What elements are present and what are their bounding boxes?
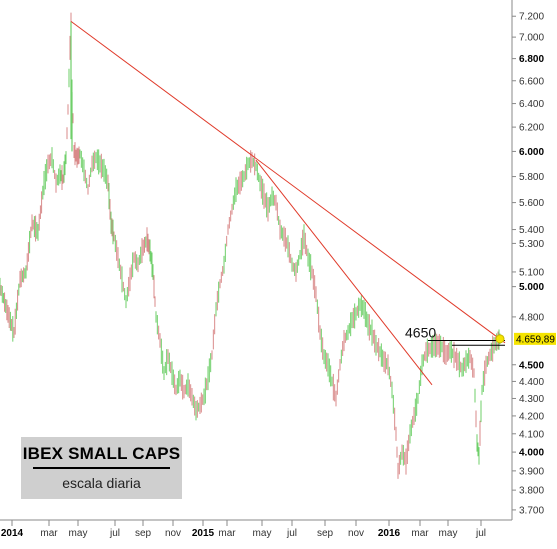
y-tick-label: 7.000 — [519, 33, 544, 44]
x-tick-label: mar — [218, 528, 236, 539]
y-tick-label: 5.100 — [519, 267, 544, 278]
x-tick-label: 2014 — [1, 528, 24, 539]
x-tick-label: may — [253, 528, 272, 539]
x-tick-label: sep — [135, 528, 152, 539]
y-tick-label: 3.700 — [519, 505, 544, 516]
series-layer — [0, 12, 501, 479]
y-tick-label: 3.900 — [519, 466, 544, 477]
y-tick-label: 6.000 — [519, 147, 544, 158]
x-tick-label: sep — [317, 528, 334, 539]
y-tick-label: 4.100 — [519, 429, 544, 440]
y-tick-label: 5.300 — [519, 239, 544, 250]
x-tick-label: jul — [475, 528, 486, 539]
y-tick-label: 4.500 — [519, 360, 544, 371]
last-price-dot — [495, 334, 505, 344]
y-tick-label: 4.800 — [519, 312, 544, 323]
trendline — [255, 159, 433, 386]
y-tick-label: 5.400 — [519, 225, 544, 236]
chart-title-box: IBEX SMALL CAPS escala diaria — [21, 437, 182, 499]
y-tick-label: 5.600 — [519, 198, 544, 209]
trendline-layer — [70, 20, 506, 386]
y-tick-label: 6.600 — [519, 76, 544, 87]
label-layer: 4650 4.659,89 — [405, 324, 556, 345]
x-tick-label: mar — [411, 528, 429, 539]
x-tick-label: may — [439, 528, 458, 539]
y-tick-label: 3.800 — [519, 486, 544, 497]
y-tick-label: 5.800 — [519, 172, 544, 183]
chart-title: IBEX SMALL CAPS — [22, 444, 181, 463]
y-tick-label: 4.200 — [519, 411, 544, 422]
horizontal-lines-layer — [428, 339, 505, 346]
x-tick-label: jul — [109, 528, 120, 539]
y-tick-label: 4.300 — [519, 394, 544, 405]
x-tick-label: nov — [165, 528, 181, 539]
x-tick-label: 2015 — [192, 528, 215, 539]
x-tick-label: jul — [286, 528, 297, 539]
y-tick-label: 6.200 — [519, 123, 544, 134]
level-annotation: 4650 — [405, 324, 436, 340]
x-tick-label: may — [69, 528, 88, 539]
y-tick-label: 6.400 — [519, 99, 544, 110]
title-underline — [33, 467, 170, 469]
last-price-badge — [514, 332, 556, 345]
chart-subtitle: escala diaria — [62, 475, 141, 491]
x-tick-label: nov — [348, 528, 364, 539]
x-tick-label: 2016 — [378, 528, 401, 539]
x-tick-label: mar — [40, 528, 58, 539]
last-price-label: 4.659,89 — [516, 334, 555, 345]
trendline — [70, 20, 506, 344]
y-tick-label: 6.800 — [519, 54, 544, 65]
axis-layer: 7.200 7.000 6.800 6.600 6.400 6.200 6.000 5.800… — [0, 0, 544, 539]
y-tick-label: 5.000 — [519, 282, 544, 293]
y-tick-label: 4.000 — [519, 448, 544, 459]
y-tick-label: 4.400 — [519, 377, 544, 388]
y-tick-label: 7.200 — [519, 12, 544, 23]
